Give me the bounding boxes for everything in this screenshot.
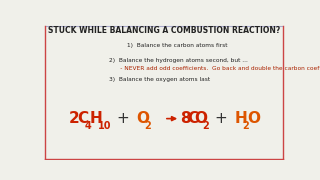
Text: 2: 2 <box>202 121 209 131</box>
Text: STUCK WHILE BALANCING A COMBUSTION REACTION?: STUCK WHILE BALANCING A COMBUSTION REACT… <box>48 26 280 35</box>
Text: 3)  Balance the oxygen atoms last: 3) Balance the oxygen atoms last <box>109 77 211 82</box>
Text: - NEVER add odd coefficients.  Go back and double the carbon coefficients if nee: - NEVER add odd coefficients. Go back an… <box>109 66 320 71</box>
Text: H: H <box>90 111 103 126</box>
Text: 4: 4 <box>85 121 92 131</box>
Text: O: O <box>248 111 260 126</box>
Text: C: C <box>188 111 199 126</box>
Text: 2: 2 <box>242 121 249 131</box>
Text: +: + <box>117 111 130 126</box>
Text: 1)  Balance the carbon atoms first: 1) Balance the carbon atoms first <box>127 43 227 48</box>
Text: 10: 10 <box>98 121 111 131</box>
Text: 2: 2 <box>68 111 79 126</box>
Text: 2)  Balance the hydrogen atoms second, but ...: 2) Balance the hydrogen atoms second, bu… <box>109 58 248 63</box>
Text: +: + <box>215 111 228 126</box>
Text: H: H <box>235 111 247 126</box>
Text: 2: 2 <box>144 121 151 131</box>
Text: C: C <box>77 111 88 126</box>
Text: O: O <box>195 111 207 126</box>
Text: O: O <box>137 111 150 126</box>
Text: 8: 8 <box>180 111 191 126</box>
